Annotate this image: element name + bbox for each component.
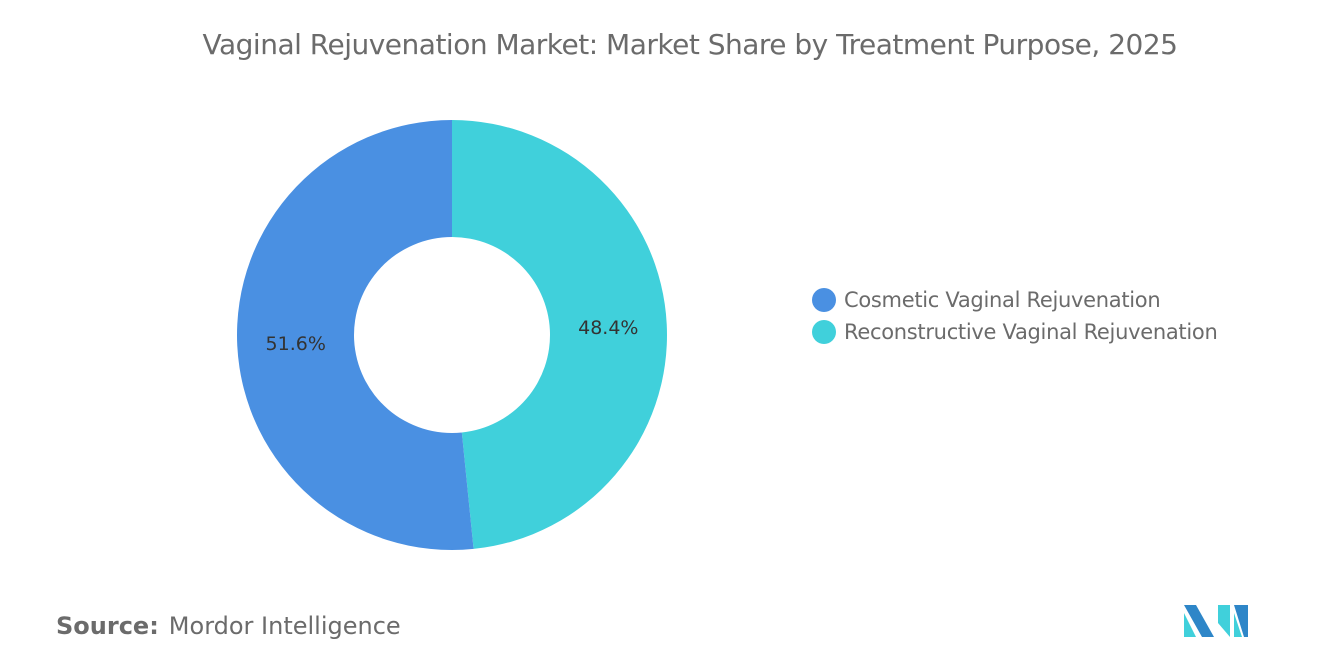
legend-swatch-cosmetic — [812, 288, 836, 312]
legend-item-cosmetic[interactable]: Cosmetic Vaginal Rejuvenation — [812, 284, 1217, 316]
slice-0[interactable] — [452, 120, 667, 549]
legend-label: Reconstructive Vaginal Rejuvenation — [844, 320, 1218, 344]
source-label: Source: — [56, 612, 159, 640]
slice-1[interactable] — [236, 120, 474, 551]
legend-swatch-reconstructive — [812, 320, 836, 344]
source-note: Source: Mordor Intelligence — [56, 612, 401, 640]
legend: Cosmetic Vaginal Rejuvenation Reconstruc… — [812, 284, 1218, 348]
data-label-0: 48.4% — [578, 317, 638, 339]
mordor-intelligence-logo — [1184, 605, 1248, 637]
source-value: Mordor Intelligence — [168, 612, 401, 640]
data-label-1: 51.6% — [266, 333, 326, 355]
chart-title: Vaginal Rejuvenation Market: Market Shar… — [202, 28, 1178, 61]
legend-label: Cosmetic Vaginal Rejuvenation — [844, 288, 1161, 312]
legend-item-reconstructive[interactable]: Reconstructive Vaginal Rejuvenation — [812, 316, 1218, 348]
